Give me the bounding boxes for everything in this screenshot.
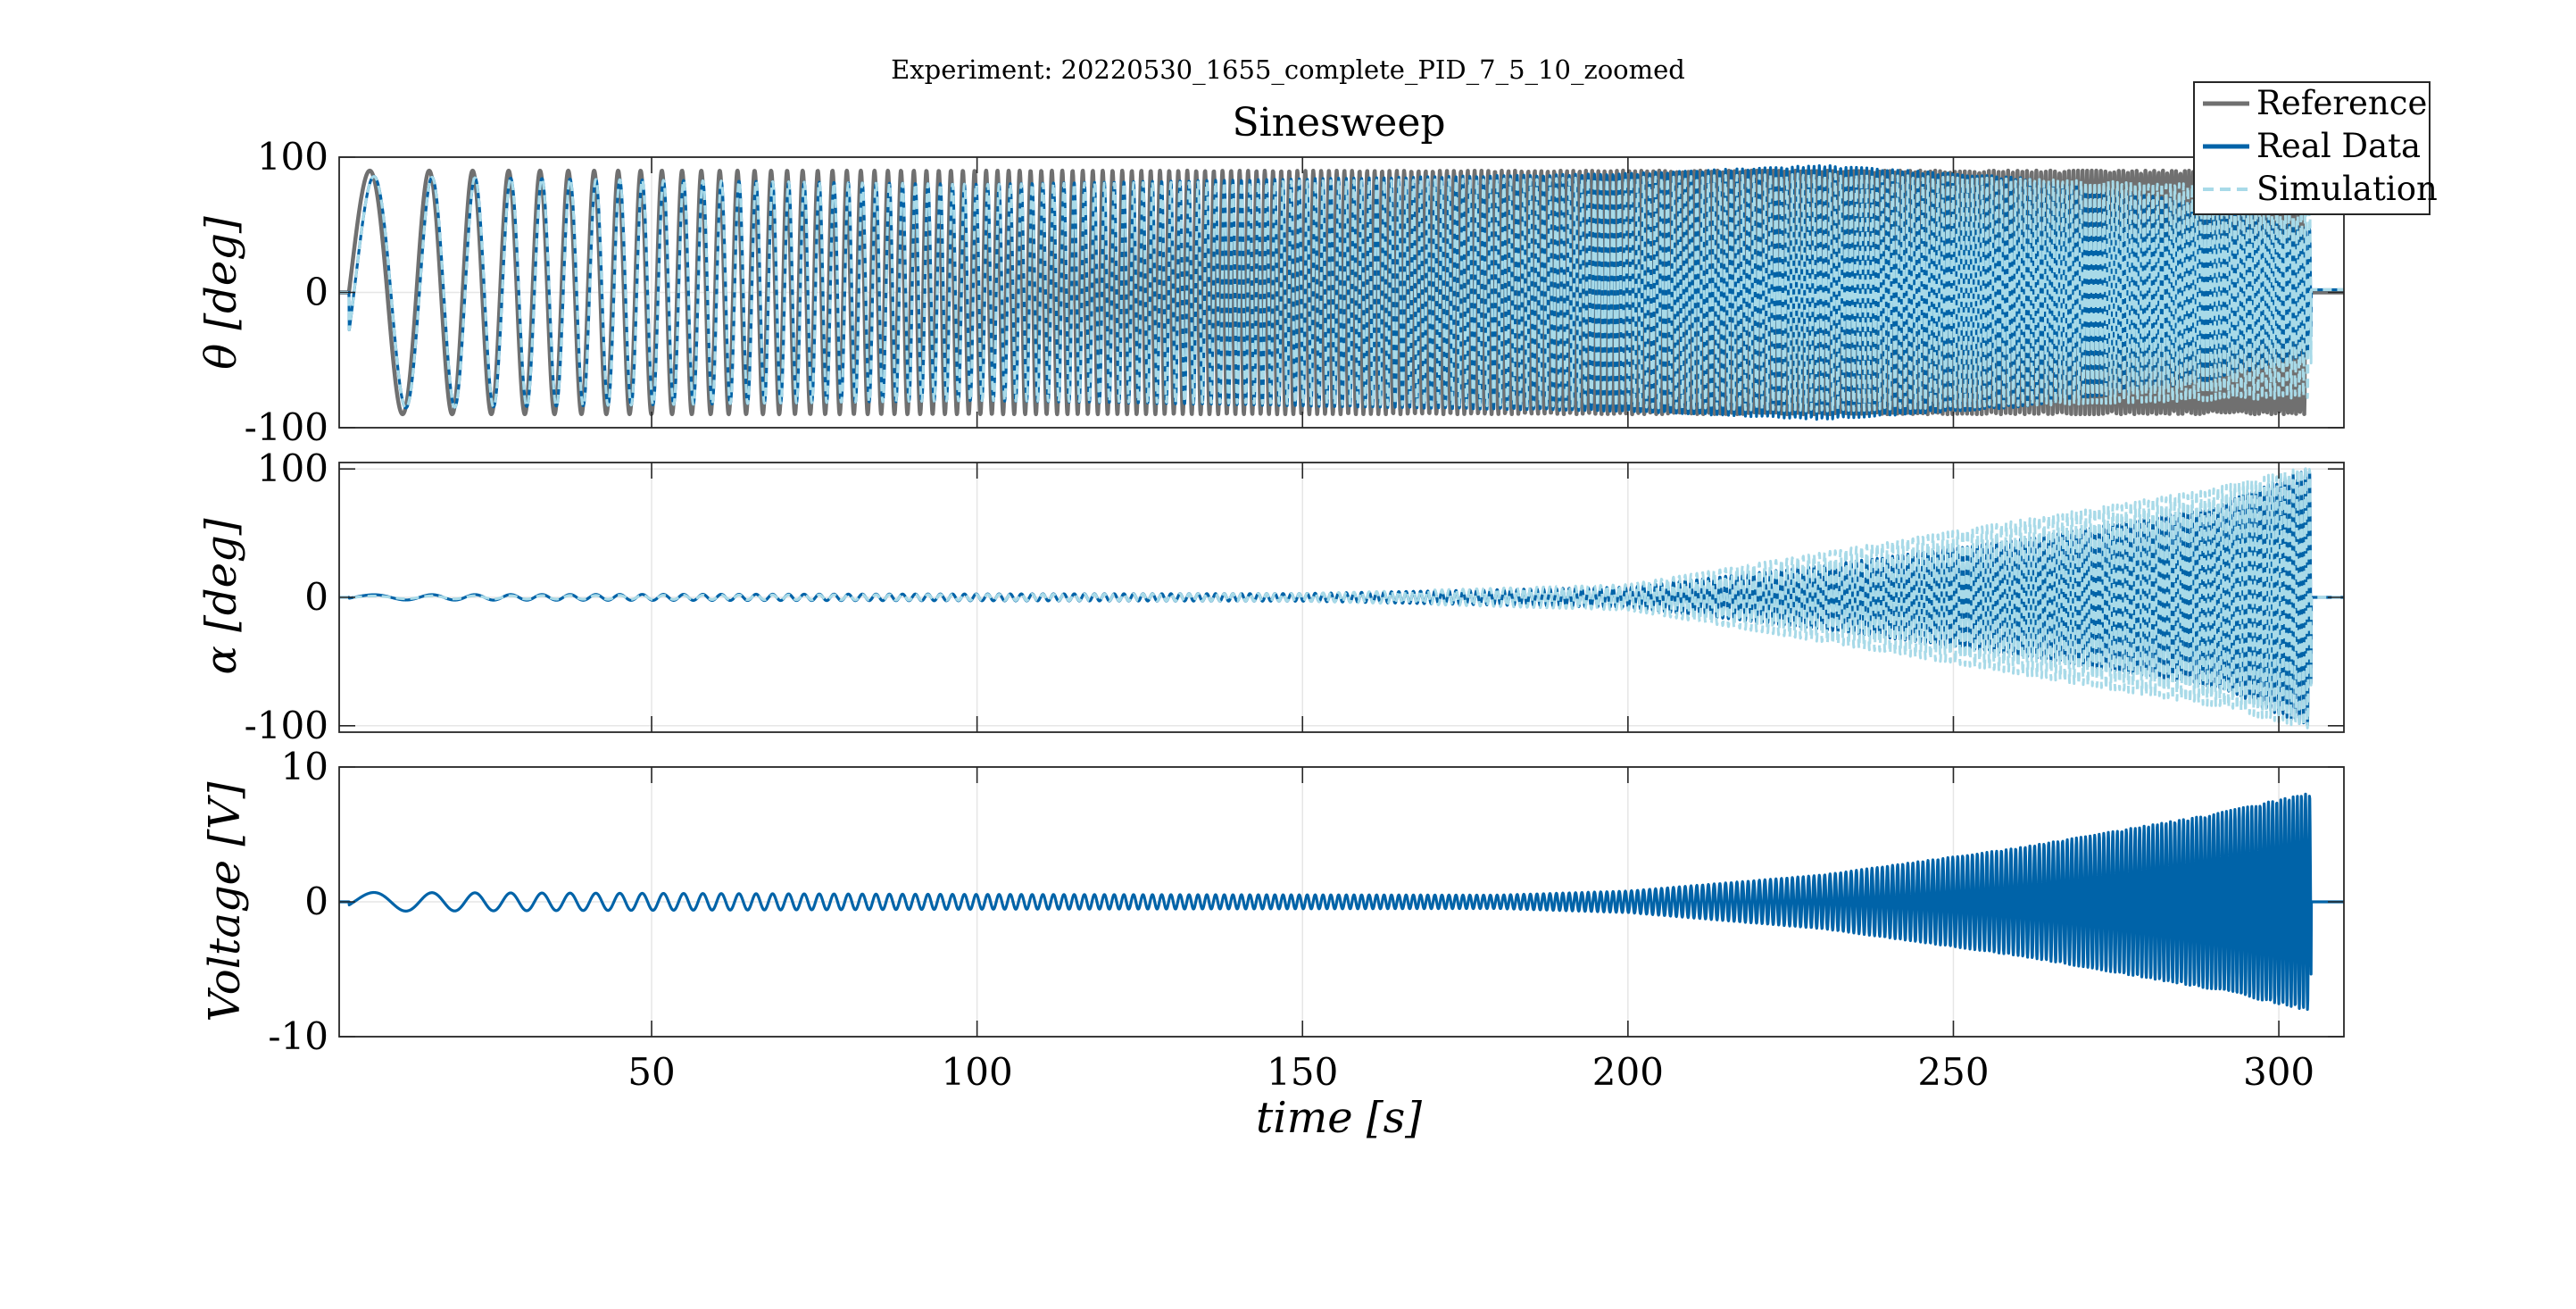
theta-ylabel: θ [deg] (196, 216, 246, 370)
legend-entry-simulation: Simulation (2256, 170, 2438, 208)
voltage-subplot: Voltage [V] time [s] 50 100 150 200 250 300-1… (200, 745, 2345, 1143)
subplot-title: Sinesweep (1232, 100, 1445, 146)
y-tick-label: 10 (281, 745, 328, 788)
y-tick-label: 0 (304, 271, 328, 314)
alpha-ylabel: α [deg] (196, 518, 246, 674)
legend-entry-reference: Reference (2256, 84, 2427, 122)
legend-entry-real-data: Real Data (2256, 127, 2421, 165)
figure-suptitle: Experiment: 20220530_1655_complete_PID_7… (891, 54, 1685, 86)
x-tick-label: 50 (627, 1050, 675, 1094)
time-xlabel: time [s] (1256, 1093, 1422, 1143)
y-tick-label: 0 (304, 880, 328, 923)
x-tick-label: 150 (1267, 1050, 1338, 1094)
x-tick-label: 200 (1592, 1050, 1664, 1094)
x-tick-label: 300 (2243, 1050, 2314, 1094)
y-tick-label: -100 (245, 704, 328, 747)
y-tick-label: 100 (257, 446, 328, 490)
series-line-simulation (339, 171, 2344, 413)
voltage-ylabel: Voltage [V] (200, 781, 250, 1021)
y-tick-label: -100 (245, 405, 328, 449)
theta-subplot: Sinesweep θ [deg] -100 0 100 (196, 100, 2345, 449)
alpha-subplot: α [deg] -100 0 100 (196, 446, 2345, 747)
y-tick-label: -10 (268, 1014, 328, 1058)
series-line-simulation (339, 465, 2344, 730)
chart-legend: Reference Real Data Simulation (2193, 81, 2438, 215)
y-tick-label: 0 (304, 575, 328, 619)
x-tick-label: 250 (1917, 1050, 1989, 1094)
x-tick-label: 100 (942, 1050, 1013, 1094)
series-line-real-data (339, 792, 2344, 1012)
y-tick-label: 100 (257, 135, 328, 179)
